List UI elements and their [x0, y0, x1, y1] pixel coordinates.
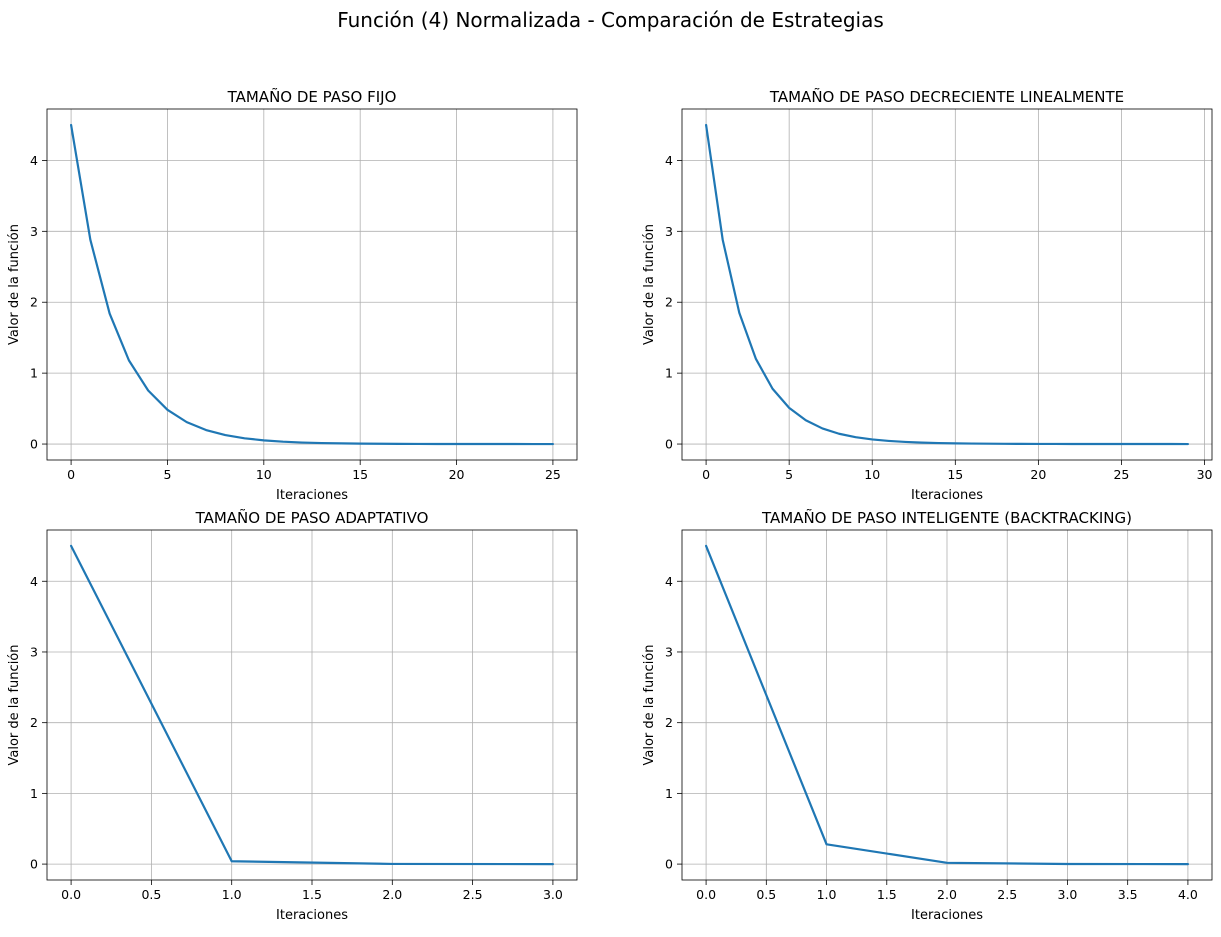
- subplot-3: 0.0 0.5 1.0 1.5 2.0 2.5 3.0 0 1 2 3 4 TAMAÑO DE PASO…: [7, 508, 578, 923]
- y-tick-label: 0: [665, 857, 673, 872]
- y-tick-label: 4: [665, 574, 673, 589]
- x-tick-label: 2.5: [463, 887, 483, 902]
- x-tick-label: 2.0: [937, 887, 957, 902]
- x-tick-label: 5: [785, 467, 793, 482]
- y-tick-label: 1: [665, 366, 673, 381]
- subplot-4: 0.0 0.5 1.0 1.5 2.0 2.5 3.0 3.5 4.0 0 1 2 3 4 TAMAÑO D…: [642, 508, 1213, 923]
- axes-frame: [46, 108, 578, 461]
- x-tick-label: 20: [449, 467, 465, 482]
- y-tick-label: 0: [30, 437, 38, 452]
- figure-suptitle: Función (4) Normalizada - Comparación de…: [337, 8, 884, 32]
- y-tick-label: 2: [665, 295, 673, 310]
- x-axis-label: Iteraciones: [276, 488, 348, 503]
- y-axis-label: Valor de la función: [7, 645, 22, 766]
- y-tick-label: 3: [30, 224, 38, 239]
- y-tick-label: 2: [665, 715, 673, 730]
- series-line: [704, 544, 1190, 866]
- subplot-title: TAMAÑO DE PASO DECRECIENTE LINEALMENTE: [769, 87, 1124, 106]
- x-axis-label: Iteraciones: [911, 488, 983, 503]
- y-tick-label: 1: [30, 366, 38, 381]
- x-tick-label: 15: [947, 467, 963, 482]
- y-tick-label: 4: [30, 574, 38, 589]
- x-tick-label: 20: [1030, 467, 1046, 482]
- x-tick-label: 1.0: [222, 887, 242, 902]
- x-tick-label: 10: [864, 467, 880, 482]
- x-tick-label: 30: [1197, 467, 1213, 482]
- x-tick-label: 0: [67, 467, 75, 482]
- y-tick-label: 2: [30, 715, 38, 730]
- y-tick-label: 2: [30, 295, 38, 310]
- y-tick-label: 1: [665, 786, 673, 801]
- y-tick-label: 1: [30, 786, 38, 801]
- y-tick-label: 0: [665, 437, 673, 452]
- x-tick-label: 2.0: [382, 887, 402, 902]
- x-tick-label: 0.5: [141, 887, 161, 902]
- x-tick-label: 3.5: [1118, 887, 1138, 902]
- x-tick-label: 3.0: [543, 887, 563, 902]
- subplot-title: TAMAÑO DE PASO ADAPTATIVO: [195, 508, 429, 527]
- x-tick-label: 5: [163, 467, 171, 482]
- y-tick-label: 3: [665, 644, 673, 659]
- axes-frame: [681, 108, 1213, 461]
- x-tick-label: 1.5: [302, 887, 322, 902]
- series-line: [69, 123, 555, 446]
- x-tick-label: 3.0: [1058, 887, 1078, 902]
- series-line: [69, 544, 555, 866]
- subplot-2: 0 5 10 15 20 25 30 0 1 2 3 4 TAMAÑO DE PASO DECRECIE…: [642, 87, 1213, 503]
- x-tick-label: 2.5: [997, 887, 1017, 902]
- x-tick-label: 15: [352, 467, 368, 482]
- y-tick-label: 4: [30, 153, 38, 168]
- subplot-title: TAMAÑO DE PASO FIJO: [227, 87, 397, 106]
- y-tick-label: 3: [30, 644, 38, 659]
- y-axis-label: Valor de la función: [642, 224, 657, 345]
- x-axis-label: Iteraciones: [911, 908, 983, 923]
- y-tick-label: 4: [665, 153, 673, 168]
- x-tick-label: 0.0: [696, 887, 716, 902]
- x-axis-label: Iteraciones: [276, 908, 348, 923]
- y-axis-label: Valor de la función: [7, 224, 22, 345]
- series-line: [704, 123, 1190, 446]
- x-tick-label: 0: [702, 467, 710, 482]
- x-tick-label: 0.5: [756, 887, 776, 902]
- subplot-title: TAMAÑO DE PASO INTELIGENTE (BACKTRACKING…: [761, 508, 1132, 527]
- x-tick-label: 25: [1113, 467, 1129, 482]
- x-tick-label: 1.5: [877, 887, 897, 902]
- x-tick-label: 25: [545, 467, 561, 482]
- y-tick-label: 0: [30, 857, 38, 872]
- x-tick-label: 1.0: [817, 887, 837, 902]
- y-axis-label: Valor de la función: [642, 645, 657, 766]
- x-tick-label: 10: [256, 467, 272, 482]
- x-tick-label: 4.0: [1178, 887, 1198, 902]
- subplot-1: 0 5 10 15 20 25 0 1 2 3 4 TAMAÑO DE PASO FIJO Iterac…: [7, 87, 578, 503]
- y-tick-label: 3: [665, 224, 673, 239]
- x-tick-label: 0.0: [61, 887, 81, 902]
